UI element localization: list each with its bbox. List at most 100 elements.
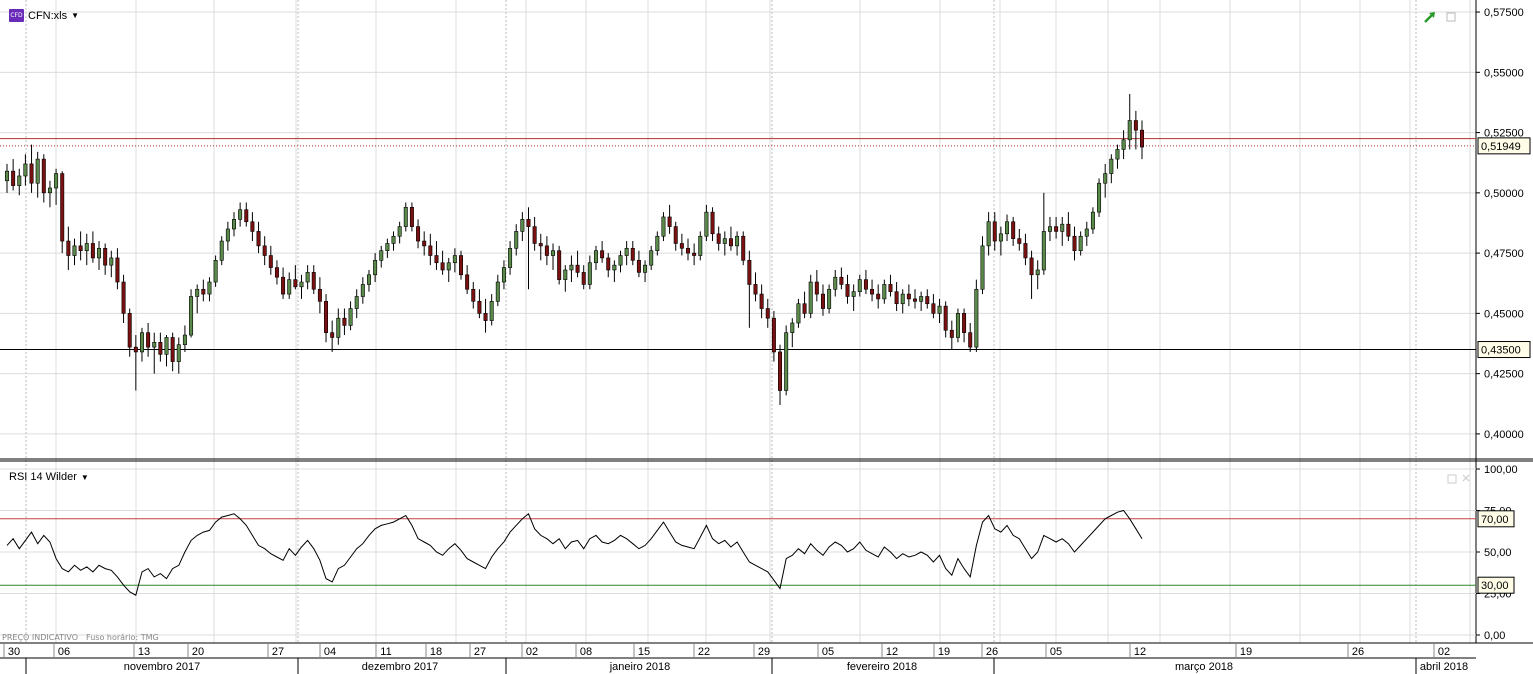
candle-body	[913, 298, 917, 302]
candle-body	[551, 250, 556, 256]
rsi-y-tick-label: 0,00	[1484, 630, 1505, 642]
close-icon[interactable]	[1461, 473, 1471, 486]
candle-body	[538, 243, 543, 247]
candle-body	[416, 226, 421, 242]
chevron-down-icon[interactable]: ▼	[71, 11, 80, 20]
candle-body	[593, 250, 598, 264]
rsi-level-label: 70,00	[1481, 514, 1509, 526]
candle-body	[139, 332, 144, 353]
candle-body	[514, 231, 519, 249]
x-month-label: dezembro 2017	[362, 661, 438, 673]
y-tick-label: 0,45000	[1484, 308, 1524, 320]
candle-body	[876, 293, 881, 300]
candle-body	[765, 308, 770, 319]
candle-body	[728, 238, 733, 247]
candle-body	[311, 272, 316, 290]
candle-body	[600, 250, 605, 259]
candle-body	[1078, 235, 1083, 251]
symbol-selector[interactable]: CFD CFN:xls ▼	[9, 9, 79, 22]
x-month-label: novembro 2017	[124, 661, 200, 673]
candle-body	[477, 301, 482, 314]
candle-body	[324, 301, 329, 333]
candle-body	[84, 243, 89, 251]
candle-body	[23, 163, 28, 177]
candle-body	[287, 279, 292, 295]
rsi-label: RSI 14 Wilder	[9, 471, 77, 483]
candle-body	[569, 264, 574, 271]
candle-body	[195, 288, 200, 297]
candle-body	[268, 255, 273, 268]
candle-body	[839, 276, 844, 285]
candle-body	[1140, 129, 1144, 148]
candle-body	[164, 337, 169, 355]
price-label-box	[1477, 341, 1531, 359]
maximize-icon[interactable]	[1446, 12, 1456, 25]
candle-body	[581, 272, 586, 285]
candle-body	[305, 272, 310, 283]
rsi-selector[interactable]: RSI 14 Wilder ▼	[9, 471, 89, 483]
price-label: 0,51949	[1481, 141, 1521, 153]
candle-body	[1121, 139, 1126, 150]
candle-body	[1041, 231, 1046, 271]
candle-body	[422, 240, 427, 247]
candle-body	[127, 313, 132, 348]
chevron-down-icon[interactable]: ▼	[80, 472, 89, 482]
candle-body	[428, 245, 433, 256]
candle-body	[992, 221, 997, 242]
candle-body	[379, 250, 384, 261]
candle-body	[501, 267, 506, 283]
candle-body	[317, 288, 322, 302]
candle-body	[281, 276, 286, 295]
candle-body	[943, 305, 948, 331]
candle-body	[1017, 238, 1022, 244]
candle-body	[60, 173, 65, 242]
x-month-label: abril 2018	[1420, 661, 1468, 673]
candle-body	[1023, 243, 1028, 259]
candle-body	[330, 332, 335, 338]
candle-body	[250, 221, 255, 232]
candle-body	[771, 317, 776, 353]
candle-body	[778, 351, 783, 391]
rsi-level-label: 30,00	[1481, 580, 1509, 592]
candle-body	[747, 260, 752, 285]
candle-body	[974, 288, 979, 348]
candle-body	[1103, 173, 1108, 184]
candle-body	[115, 257, 120, 283]
candle-body	[146, 332, 151, 348]
candle-body	[121, 281, 126, 314]
candle-body	[698, 235, 703, 256]
candle-body	[348, 308, 353, 326]
candle-body	[894, 291, 899, 305]
x-day-label: 26	[986, 646, 998, 658]
candle-body	[1060, 223, 1065, 232]
candle-body	[354, 296, 359, 309]
candle-body	[827, 288, 832, 309]
x-day-label: 30	[8, 646, 20, 658]
x-day-label: 02	[1438, 646, 1450, 658]
trend-arrow-icon[interactable]	[1423, 10, 1437, 27]
x-day-label: 05	[1050, 646, 1062, 658]
candle-body	[219, 240, 224, 261]
candle-body	[655, 235, 660, 251]
candle-body	[1097, 182, 1102, 213]
candle-body	[857, 279, 862, 292]
candle-body	[692, 252, 697, 256]
x-day-label: 11	[380, 646, 391, 658]
candle-body	[176, 344, 181, 362]
maximize-icon[interactable]	[1447, 474, 1457, 487]
rsi-line	[6, 509, 1143, 596]
x-month-label: março 2018	[1175, 661, 1233, 673]
candle-body	[1066, 223, 1071, 237]
candle-body	[790, 322, 795, 333]
x-day-label: 27	[272, 646, 284, 658]
candle-body	[1115, 149, 1120, 160]
candle-body	[29, 163, 34, 184]
y-tick-label: 0,52500	[1484, 128, 1524, 140]
x-day-label: 15	[638, 646, 650, 658]
x-day-label: 08	[580, 646, 592, 658]
candle-body	[66, 240, 71, 256]
candle-body	[201, 288, 206, 295]
candle-body	[342, 317, 347, 326]
candle-body	[612, 264, 617, 271]
candle-body	[256, 231, 261, 247]
